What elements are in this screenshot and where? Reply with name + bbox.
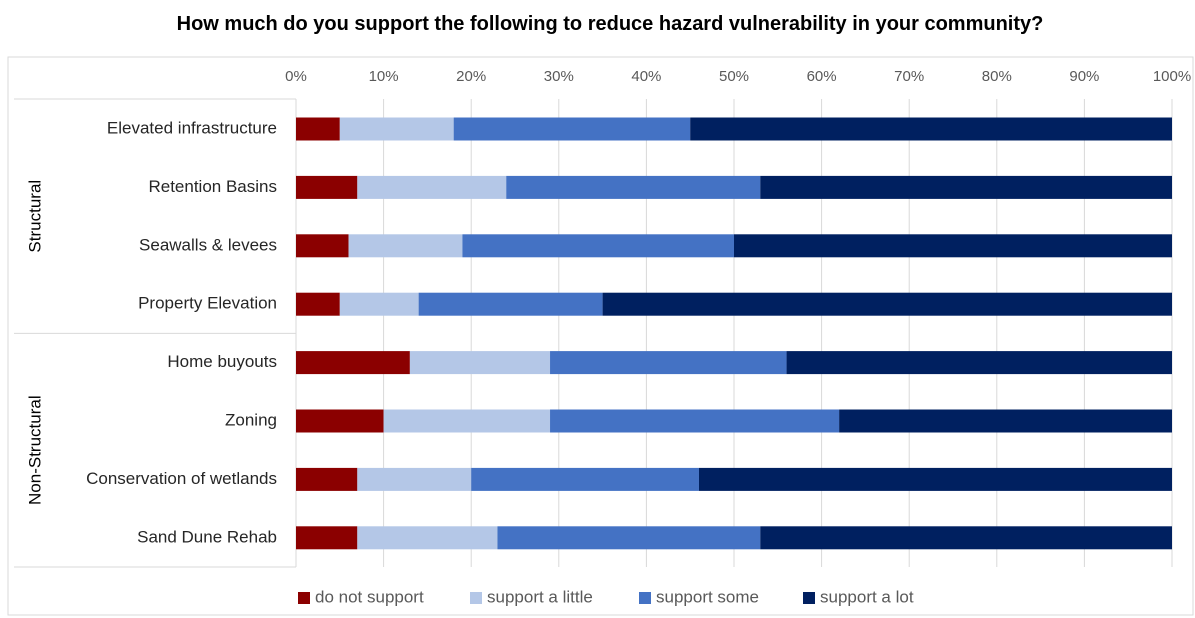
bar-segment: [471, 467, 699, 491]
bar-segment: [296, 351, 410, 375]
bar-segment: [357, 467, 472, 491]
category-label: Home buyouts: [167, 352, 277, 371]
legend-swatch: [639, 592, 651, 604]
category-label: Seawalls & levees: [139, 235, 277, 254]
bar-segment: [734, 234, 1172, 258]
legend-swatch: [470, 592, 482, 604]
bar-segment: [409, 351, 551, 375]
bar-segment: [602, 292, 1172, 316]
chart-title: How much do you support the following to…: [177, 13, 1044, 35]
bar-segment: [296, 292, 340, 316]
legend-label: support some: [656, 587, 759, 606]
bar-segment: [383, 409, 551, 433]
x-axis-tick-labels: 0% 10% 20% 30% 40% 50% 60% 70% 80% 90% 100%: [285, 68, 1191, 85]
gridlines: [295, 99, 1173, 567]
x-tick-label: 0%: [285, 68, 307, 85]
category-labels: Elevated infrastructure Retention Basins S…: [86, 118, 277, 546]
bar-segment: [296, 234, 349, 258]
group-label: Structural: [25, 180, 44, 253]
bar-segment: [418, 292, 603, 316]
category-label: Elevated infrastructure: [107, 118, 277, 137]
bar-segment: [296, 467, 358, 491]
x-tick-label: 60%: [807, 68, 837, 85]
plot-border: [7, 56, 1194, 616]
bar-segment: [339, 292, 419, 316]
category-label: Retention Basins: [148, 177, 277, 196]
category-label: Property Elevation: [138, 294, 277, 313]
bar-segment: [296, 526, 358, 550]
bar-segment: [690, 117, 1172, 141]
x-tick-label: 90%: [1069, 68, 1099, 85]
legend-label: support a lot: [820, 587, 914, 606]
x-tick-label: 20%: [456, 68, 486, 85]
x-tick-label: 80%: [982, 68, 1012, 85]
bar-segment: [786, 351, 1172, 375]
legend-swatch: [298, 592, 310, 604]
bar-segment: [550, 351, 787, 375]
legend: do not support support a little support so…: [298, 587, 914, 606]
x-tick-label: 100%: [1153, 68, 1191, 85]
legend-label: do not support: [315, 587, 424, 606]
bar-segments: [296, 117, 1172, 550]
bar-segment: [462, 234, 734, 258]
category-label: Zoning: [225, 410, 277, 429]
legend-label: support a little: [487, 587, 593, 606]
group-label: Non-Structural: [25, 395, 44, 505]
bar-segment: [839, 409, 1172, 433]
bar-segment: [497, 526, 761, 550]
x-tick-label: 10%: [369, 68, 399, 85]
bar-segment: [296, 175, 358, 199]
x-tick-label: 30%: [544, 68, 574, 85]
bar-segment: [296, 409, 384, 433]
bar-segment: [348, 234, 463, 258]
legend-swatch: [803, 592, 815, 604]
bar-segment: [357, 175, 507, 199]
bar-segment: [698, 467, 1172, 491]
category-label: Sand Dune Rehab: [137, 527, 277, 546]
bar-segment: [550, 409, 840, 433]
bar-segment: [453, 117, 691, 141]
bar-segment: [357, 526, 498, 550]
category-label: Conservation of wetlands: [86, 469, 277, 488]
bar-segment: [506, 175, 761, 199]
bar-segment: [760, 526, 1172, 550]
x-tick-label: 50%: [719, 68, 749, 85]
bar-segment: [760, 175, 1172, 199]
x-tick-label: 40%: [631, 68, 661, 85]
bar-segment: [339, 117, 454, 141]
bar-segment: [296, 117, 340, 141]
x-tick-label: 70%: [894, 68, 924, 85]
category-groups: Structural Non-Structural: [14, 98, 296, 568]
